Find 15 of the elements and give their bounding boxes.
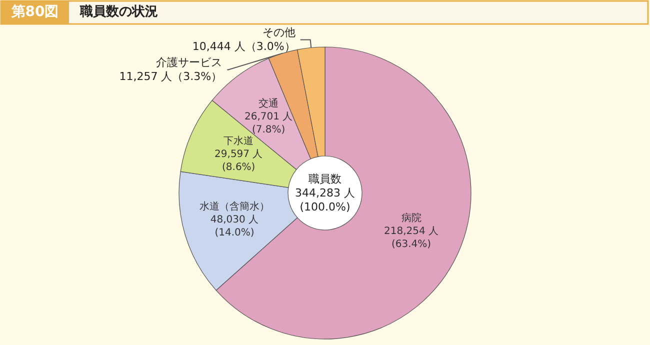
slice-label: 下水道 bbox=[224, 135, 254, 148]
data-label: 11,257 人（3.3%） bbox=[119, 70, 222, 84]
chart-subtitle: 職員数の状況 bbox=[79, 4, 158, 20]
slice-label: 交通 bbox=[258, 98, 279, 110]
chart-title: 第80図 bbox=[10, 4, 59, 20]
data-label: 218,254 人 (63.4%) bbox=[384, 226, 439, 250]
text: 職員数 344,283 人 (100.0%) bbox=[295, 172, 355, 214]
data-label: 48,030 人 (14.0%) bbox=[210, 214, 259, 239]
slice-label: 水道（含簡水） bbox=[199, 200, 270, 213]
data-label: 10,444 人（3.0%） bbox=[192, 40, 296, 54]
slice-label: その他 bbox=[262, 26, 296, 40]
slice-label: 病院 bbox=[401, 212, 422, 224]
data-label: 26,701 人 (7.8%) bbox=[244, 112, 293, 136]
slice-label: 介護サービス bbox=[156, 56, 222, 70]
data-label: 29,597 人 (8.6%) bbox=[214, 149, 263, 174]
